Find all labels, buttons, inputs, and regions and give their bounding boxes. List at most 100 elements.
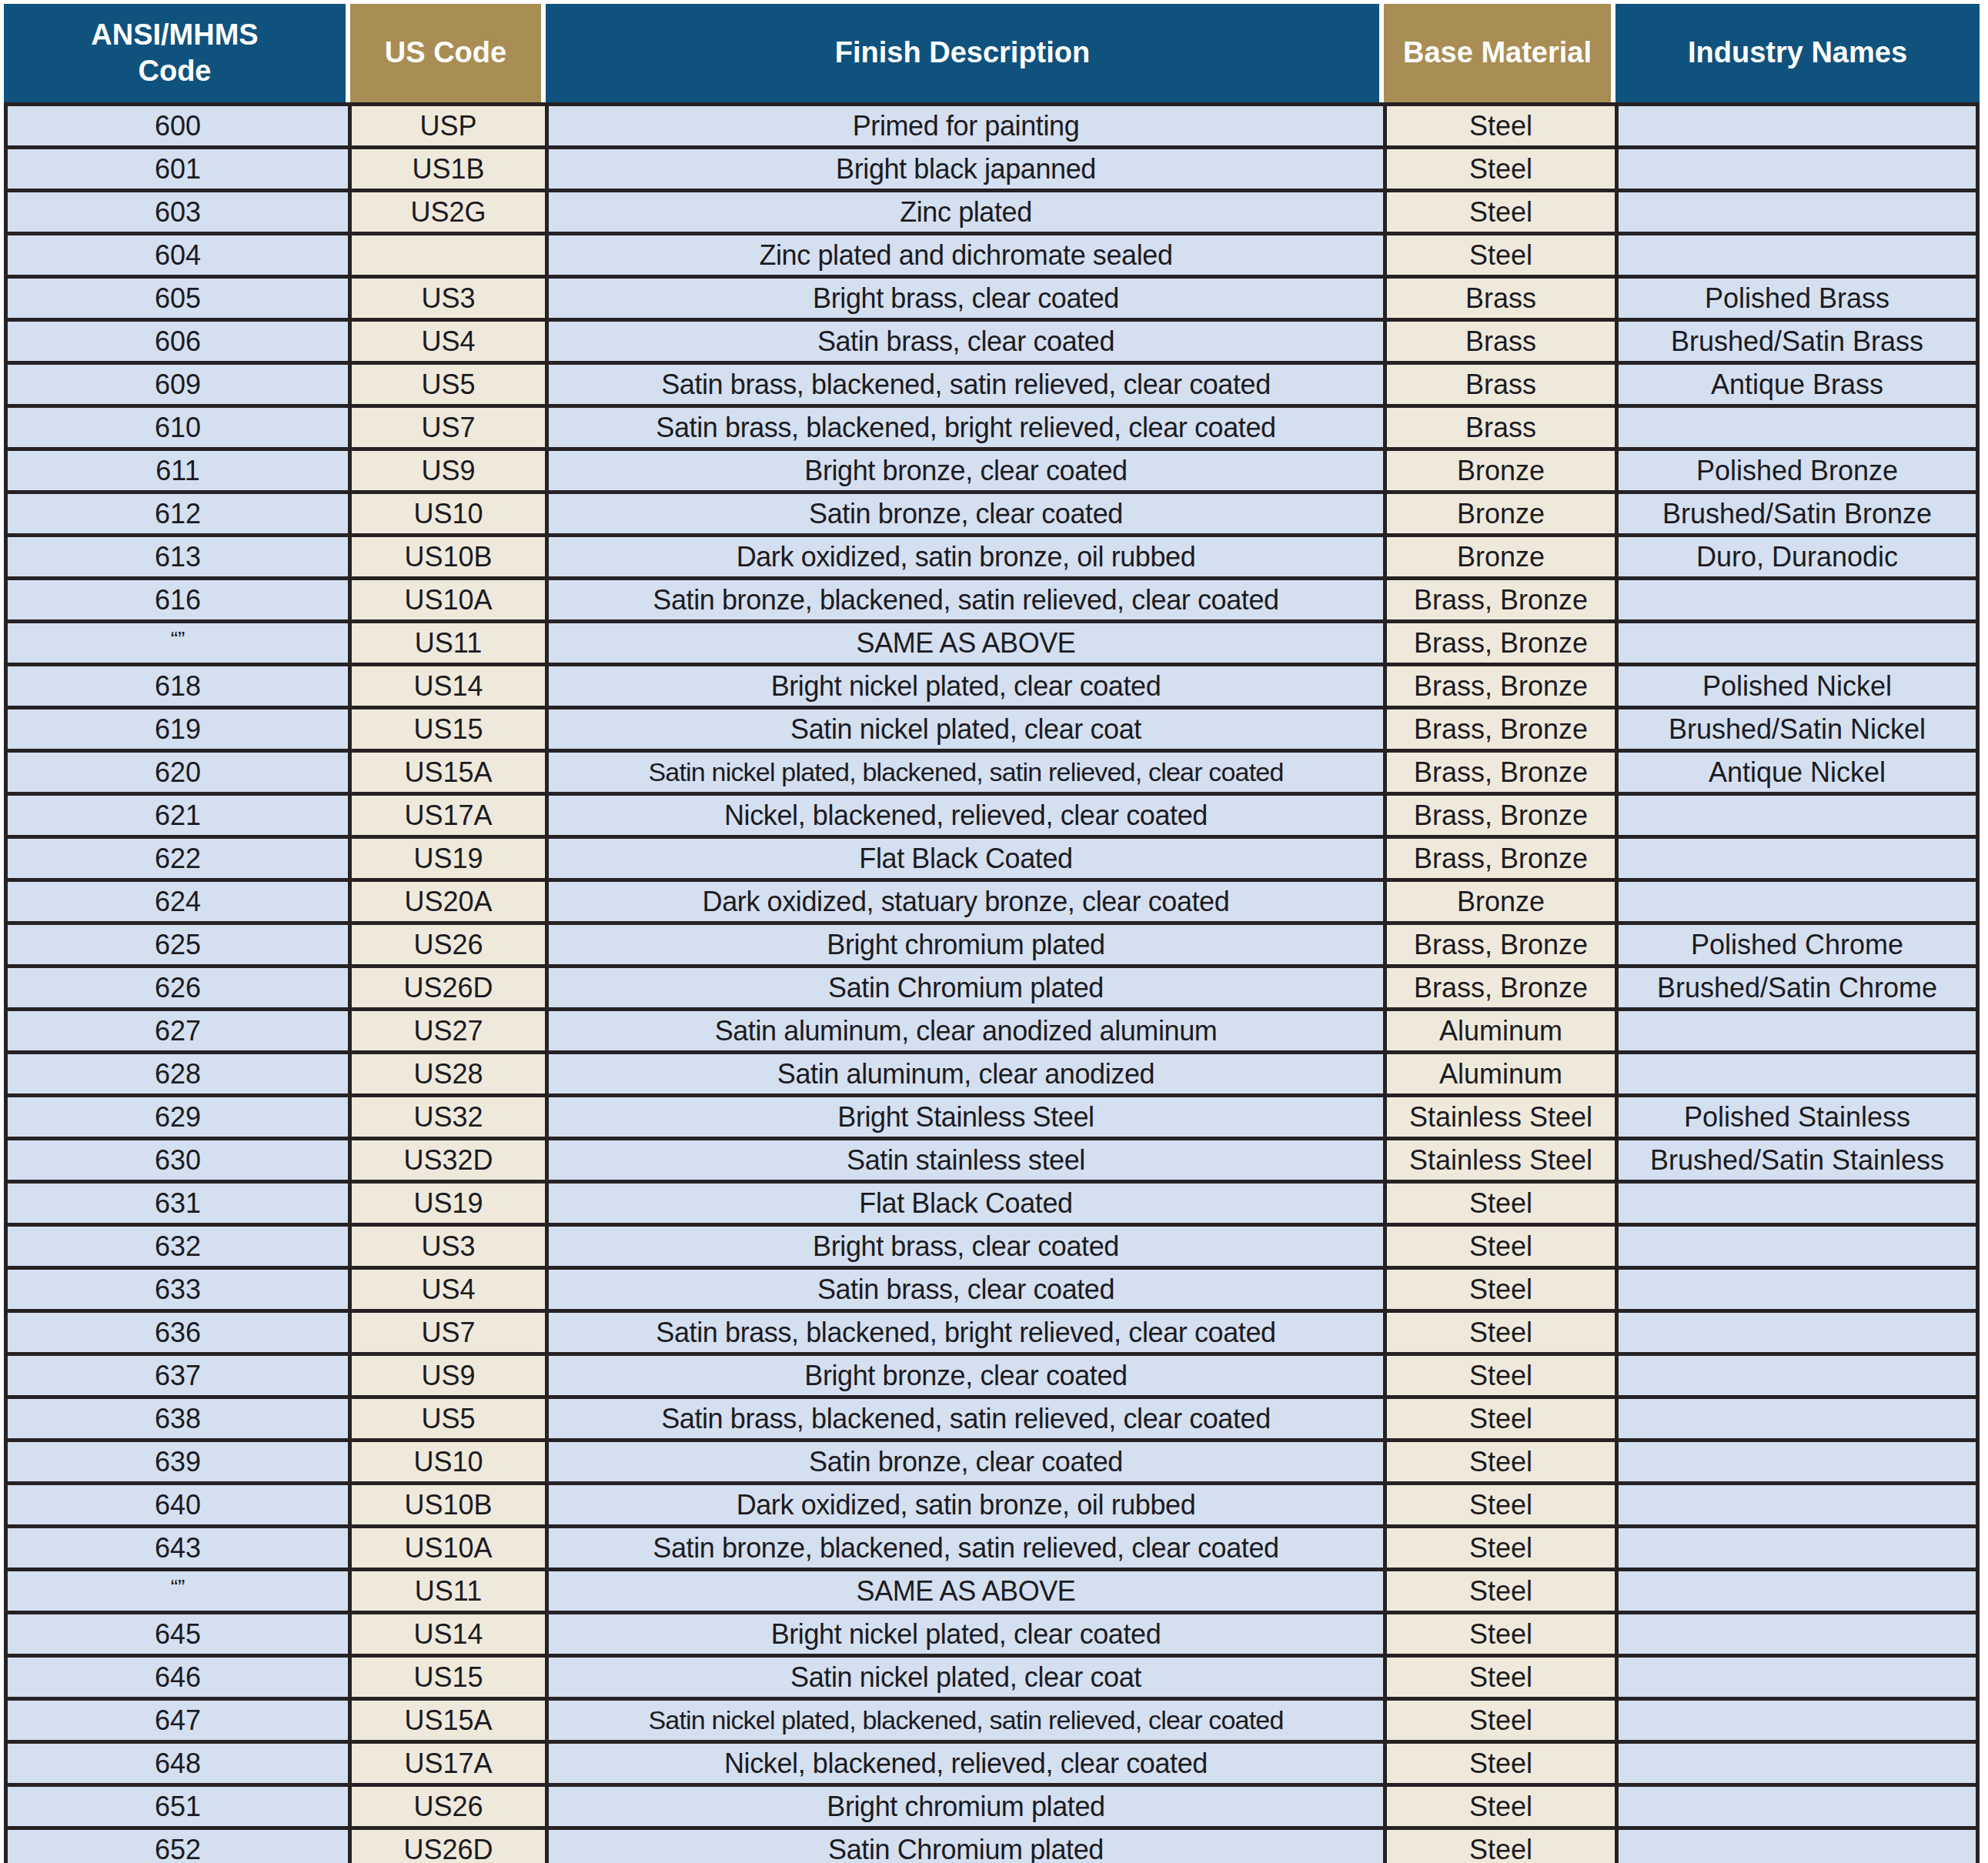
cell-us-code: US26D [348,1830,545,1863]
table-row: 640 US10B Dark oxidized, satin bronze, o… [8,1481,1976,1524]
table-row: 606 US4 Satin brass, clear coated Brass … [8,318,1976,361]
column-header-ansi-mhms-code: ANSI/MHMS Code [4,4,346,102]
cell-us-code: US15A [348,1701,545,1740]
cell-industry-names [1615,1399,1976,1438]
cell-us-code: US27 [348,1011,545,1050]
cell-base-material: Steel [1383,149,1615,189]
cell-ansi-code: 622 [8,839,348,878]
cell-us-code: US4 [348,322,545,361]
cell-ansi-code: 624 [8,882,348,921]
cell-us-code: US1B [348,149,545,189]
cell-base-material: Bronze [1383,882,1615,921]
cell-finish-description: Satin aluminum, clear anodized [545,1054,1383,1093]
cell-base-material: Aluminum [1383,1054,1615,1093]
cell-us-code: US32 [348,1097,545,1137]
cell-industry-names [1615,1313,1976,1352]
cell-finish-description: Bright brass, clear coated [545,1227,1383,1266]
cell-base-material: Steel [1383,1356,1615,1395]
cell-ansi-code: “” [8,623,348,663]
cell-industry-names [1615,796,1976,835]
cell-us-code: US5 [348,1399,545,1438]
cell-industry-names [1615,408,1976,447]
column-header-finish-description: Finish Description [546,4,1379,102]
cell-base-material: Aluminum [1383,1011,1615,1050]
cell-industry-names [1615,1054,1976,1093]
cell-base-material: Bronze [1383,451,1615,490]
table-row: 619 US15 Satin nickel plated, clear coat… [8,706,1976,749]
cell-finish-description: Satin bronze, blackened, satin relieved,… [545,1528,1383,1568]
cell-industry-names: Polished Bronze [1615,451,1976,490]
header-label-line1: Base Material [1403,35,1592,72]
cell-industry-names [1615,1614,1976,1654]
cell-base-material: Stainless Steel [1383,1140,1615,1180]
cell-ansi-code: 645 [8,1614,348,1654]
cell-base-material: Steel [1383,1571,1615,1611]
table-row: 639 US10 Satin bronze, clear coated Stee… [8,1438,1976,1481]
cell-us-code: US10A [348,1528,545,1568]
cell-industry-names: Polished Brass [1615,279,1976,318]
cell-us-code: US10B [348,537,545,576]
cell-industry-names [1615,1701,1976,1740]
cell-base-material: Brass, Bronze [1383,666,1615,706]
cell-industry-names [1615,1270,1976,1309]
cell-finish-description: Bright brass, clear coated [545,279,1383,318]
cell-base-material: Steel [1383,1313,1615,1352]
cell-ansi-code: 637 [8,1356,348,1395]
cell-finish-description: Satin Chromium plated [545,968,1383,1007]
cell-us-code: US10A [348,580,545,619]
cell-industry-names [1615,1011,1976,1050]
cell-us-code: US32D [348,1140,545,1180]
table-row: 646 US15 Satin nickel plated, clear coat… [8,1654,1976,1697]
cell-ansi-code: 628 [8,1054,348,1093]
cell-finish-description: Satin Chromium plated [545,1830,1383,1863]
table-row: 647 US15A Satin nickel plated, blackened… [8,1697,1976,1740]
table-row: 636 US7 Satin brass, blackened, bright r… [8,1309,1976,1352]
cell-us-code: US4 [348,1270,545,1309]
cell-finish-description: Nickel, blackened, relieved, clear coate… [545,796,1383,835]
table-row: 638 US5 Satin brass, blackened, satin re… [8,1395,1976,1438]
cell-us-code: USP [348,106,545,145]
cell-industry-names: Polished Nickel [1615,666,1976,706]
table-row: 651 US26 Bright chromium plated Steel [8,1783,1976,1826]
cell-us-code: US15 [348,709,545,749]
table-header-row: ANSI/MHMS Code US Code Finish Descriptio… [4,4,1980,102]
cell-base-material: Steel [1383,1614,1615,1654]
table-row: 633 US4 Satin brass, clear coated Steel [8,1266,1976,1309]
cell-base-material: Brass, Bronze [1383,580,1615,619]
cell-us-code: US11 [348,623,545,663]
table-row: 616 US10A Satin bronze, blackened, satin… [8,576,1976,619]
table-row: 600 USP Primed for painting Steel [8,106,1976,145]
cell-ansi-code: 640 [8,1485,348,1524]
cell-ansi-code: 605 [8,279,348,318]
cell-ansi-code: 651 [8,1787,348,1826]
cell-industry-names [1615,1658,1976,1697]
cell-us-code: US19 [348,839,545,878]
cell-us-code: US17A [348,1744,545,1783]
table-row: 627 US27 Satin aluminum, clear anodized … [8,1007,1976,1050]
cell-base-material: Brass, Bronze [1383,925,1615,964]
cell-us-code: US15 [348,1658,545,1697]
finish-codes-page: ANSI/MHMS Code US Code Finish Descriptio… [0,0,1988,1863]
cell-us-code: US5 [348,365,545,404]
cell-finish-description: Primed for painting [545,106,1383,145]
cell-finish-description: Flat Black Coated [545,1184,1383,1223]
cell-base-material: Brass [1383,322,1615,361]
cell-finish-description: Satin brass, blackened, bright relieved,… [545,1313,1383,1352]
cell-industry-names [1615,839,1976,878]
table-row: 625 US26 Bright chromium plated Brass, B… [8,921,1976,964]
cell-ansi-code: 632 [8,1227,348,1266]
cell-us-code: US9 [348,1356,545,1395]
cell-ansi-code: 638 [8,1399,348,1438]
cell-ansi-code: 616 [8,580,348,619]
cell-industry-names [1615,1787,1976,1826]
cell-ansi-code: 630 [8,1140,348,1180]
cell-industry-names [1615,149,1976,189]
cell-finish-description: Satin aluminum, clear anodized aluminum [545,1011,1383,1050]
cell-base-material: Brass, Bronze [1383,753,1615,792]
cell-industry-names [1615,1356,1976,1395]
cell-us-code: US7 [348,408,545,447]
cell-industry-names: Brushed/Satin Bronze [1615,494,1976,533]
cell-finish-description: Bright black japanned [545,149,1383,189]
table-row: 603 US2G Zinc plated Steel [8,189,1976,232]
cell-industry-names [1615,1528,1976,1568]
